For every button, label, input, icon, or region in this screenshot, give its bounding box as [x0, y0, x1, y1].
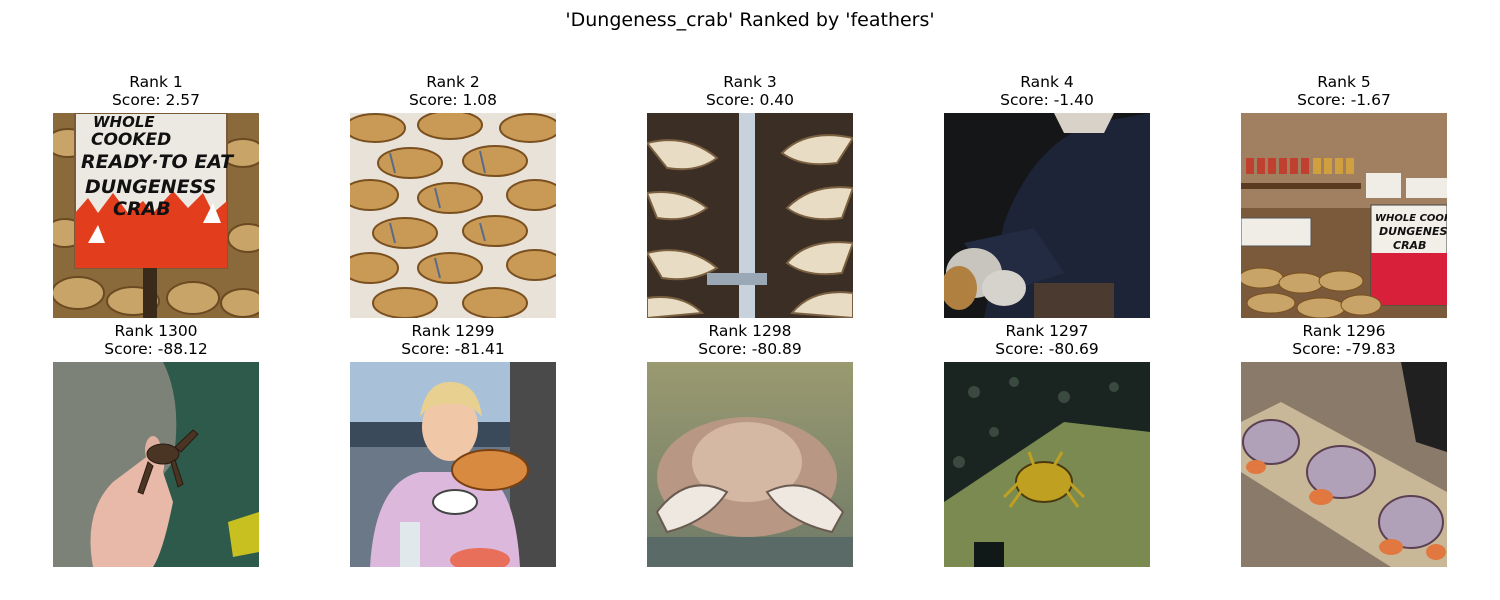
rank-label: Rank 2 — [426, 73, 480, 91]
rank-label: Rank 1296 — [1302, 322, 1386, 340]
panel-caption: Rank 1298 Score: -80.89 — [607, 322, 893, 358]
crab-sign-photo: WHOLE COOKED READY·TO EAT DUNGENESS CRAB — [53, 113, 259, 318]
market-stall-photo: WHOLE COOKED DUNGENESS CRAB — [1241, 113, 1447, 318]
crab-pile-photo — [350, 113, 556, 318]
score-label: Score: 1.08 — [408, 91, 498, 109]
woman-holding-crab-photo — [350, 362, 556, 567]
score-label: Score: -1.67 — [1297, 91, 1391, 109]
panel-caption: Rank 1299 Score: -81.41 — [310, 322, 596, 358]
rank-label: Rank 4 — [1020, 73, 1074, 91]
score-label: Score: -80.69 — [995, 340, 1099, 358]
sign-text: CRAB — [1393, 239, 1426, 252]
score-label: Score: -81.41 — [401, 340, 505, 358]
panel-caption: Rank 3 Score: 0.40 — [607, 73, 893, 109]
sign-text: DUNGENESS — [1379, 225, 1447, 238]
score-label: Score: 2.57 — [111, 91, 201, 109]
rank-label: Rank 1300 — [114, 322, 198, 340]
score-label: Score: 0.40 — [705, 91, 795, 109]
crab-in-tank-photo — [647, 362, 853, 567]
sign-text: WHOLE COOKED — [1375, 213, 1447, 224]
score-label: Score: -1.40 — [1000, 91, 1094, 109]
panel-caption: Rank 1300 Score: -88.12 — [13, 322, 299, 358]
sign-text: READY·TO EAT — [81, 151, 235, 173]
panel-caption: Rank 1 Score: 2.57 — [13, 73, 299, 109]
crabs-on-board-photo — [1241, 362, 1447, 567]
sign-text: COOKED — [91, 130, 171, 150]
rank-label: Rank 1299 — [411, 322, 495, 340]
rank-label: Rank 1297 — [1005, 322, 1089, 340]
sign-text: CRAB — [113, 198, 171, 220]
rank-label: Rank 3 — [723, 73, 777, 91]
hand-holding-small-crab-photo — [53, 362, 259, 567]
panel-caption: Rank 2 Score: 1.08 — [310, 73, 596, 109]
score-label: Score: -88.12 — [104, 340, 208, 358]
panel-caption: Rank 1297 Score: -80.69 — [904, 322, 1190, 358]
crab-legs-closeup-photo — [647, 113, 853, 318]
person-holding-crab-photo — [944, 113, 1150, 318]
panel-caption: Rank 5 Score: -1.67 — [1201, 73, 1487, 109]
rank-label: Rank 5 — [1317, 73, 1371, 91]
score-label: Score: -80.89 — [698, 340, 802, 358]
score-label: Score: -79.83 — [1292, 340, 1396, 358]
figure-title: 'Dungeness_crab' Ranked by 'feathers' — [565, 9, 935, 31]
sign-text: DUNGENESS — [85, 176, 216, 198]
panel-caption: Rank 1296 Score: -79.83 — [1201, 322, 1487, 358]
rank-label: Rank 1298 — [708, 322, 792, 340]
sign-text: WHOLE — [93, 113, 155, 131]
panel-caption: Rank 4 Score: -1.40 — [904, 73, 1190, 109]
rank-label: Rank 1 — [129, 73, 183, 91]
crab-underwater-photo — [944, 362, 1150, 567]
